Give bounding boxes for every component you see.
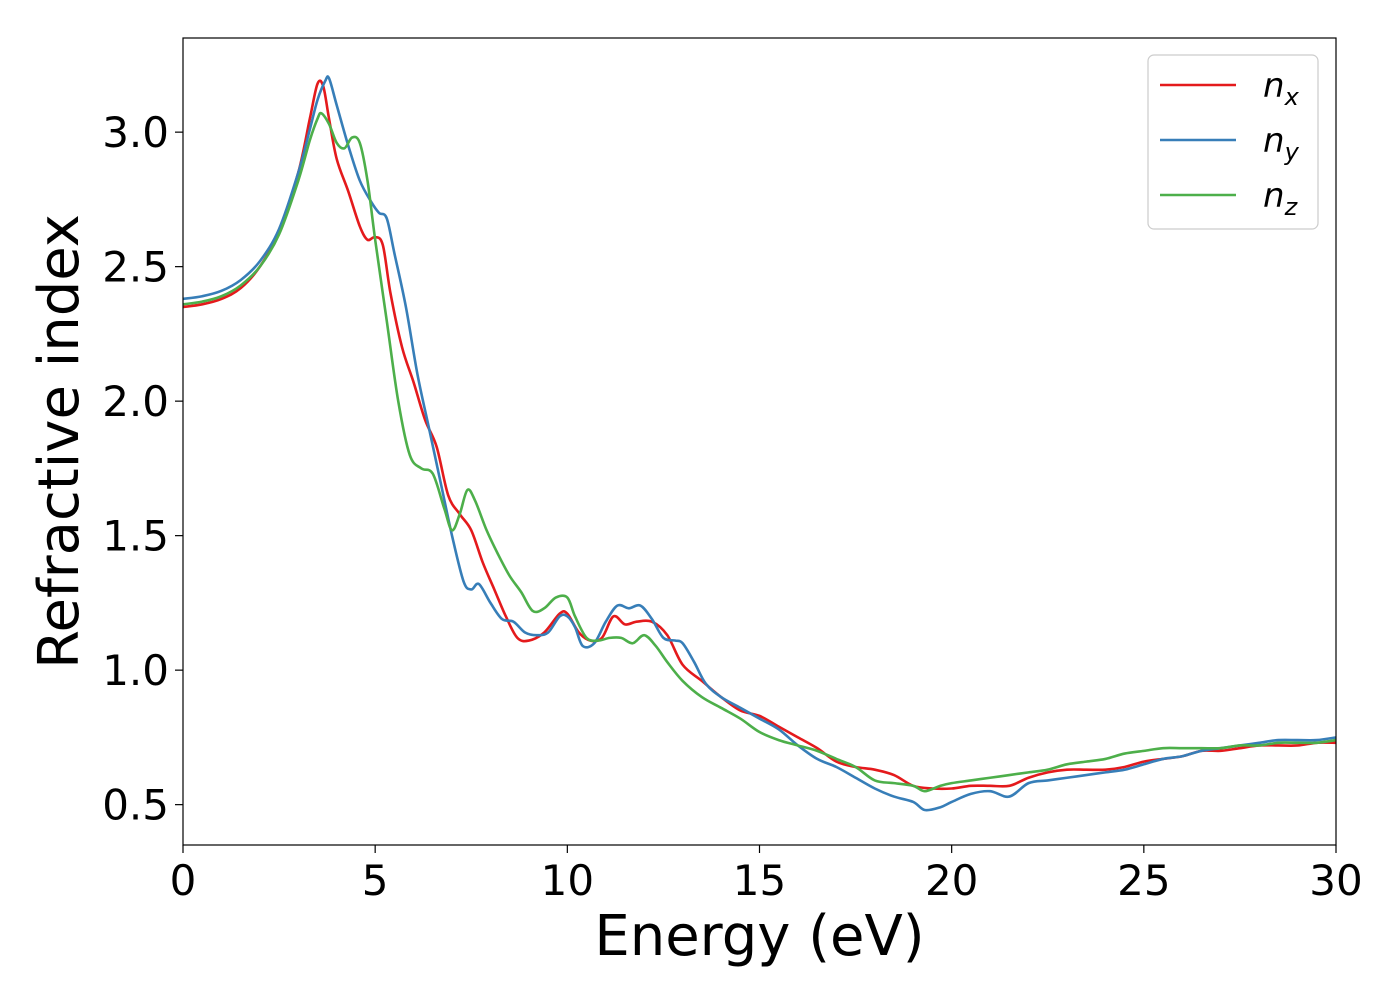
- x-tick-label: 20: [925, 856, 978, 905]
- y-tick-label: 0.5: [102, 781, 169, 830]
- x-axis-title: Energy (eV): [594, 904, 924, 969]
- y-tick-label: 2.0: [102, 377, 169, 426]
- x-tick-label: 0: [170, 856, 197, 905]
- y-axis-title: Refractive index: [27, 214, 92, 669]
- x-tick-label: 30: [1309, 856, 1362, 905]
- series-line-n-x: [183, 79, 1336, 791]
- y-axis-ticks: 0.5 1.0 1.5 2.0 2.5 3.0: [102, 108, 183, 830]
- x-tick-label: 5: [362, 856, 389, 905]
- series-line-n-z: [183, 111, 1336, 793]
- x-tick-label: 25: [1117, 856, 1170, 905]
- x-tick-label: 10: [541, 856, 594, 905]
- series-line-n-y: [183, 75, 1336, 812]
- y-tick-label: 3.0: [102, 108, 169, 157]
- y-tick-label: 1.5: [102, 512, 169, 561]
- legend-box: [1147, 54, 1319, 230]
- x-axis-ticks: 0 5 10 15 20 25 30: [170, 845, 1363, 905]
- y-tick-label: 2.5: [102, 243, 169, 292]
- y-tick-label: 1.0: [102, 646, 169, 695]
- series-layer: [183, 75, 1336, 812]
- x-tick-label: 15: [733, 856, 786, 905]
